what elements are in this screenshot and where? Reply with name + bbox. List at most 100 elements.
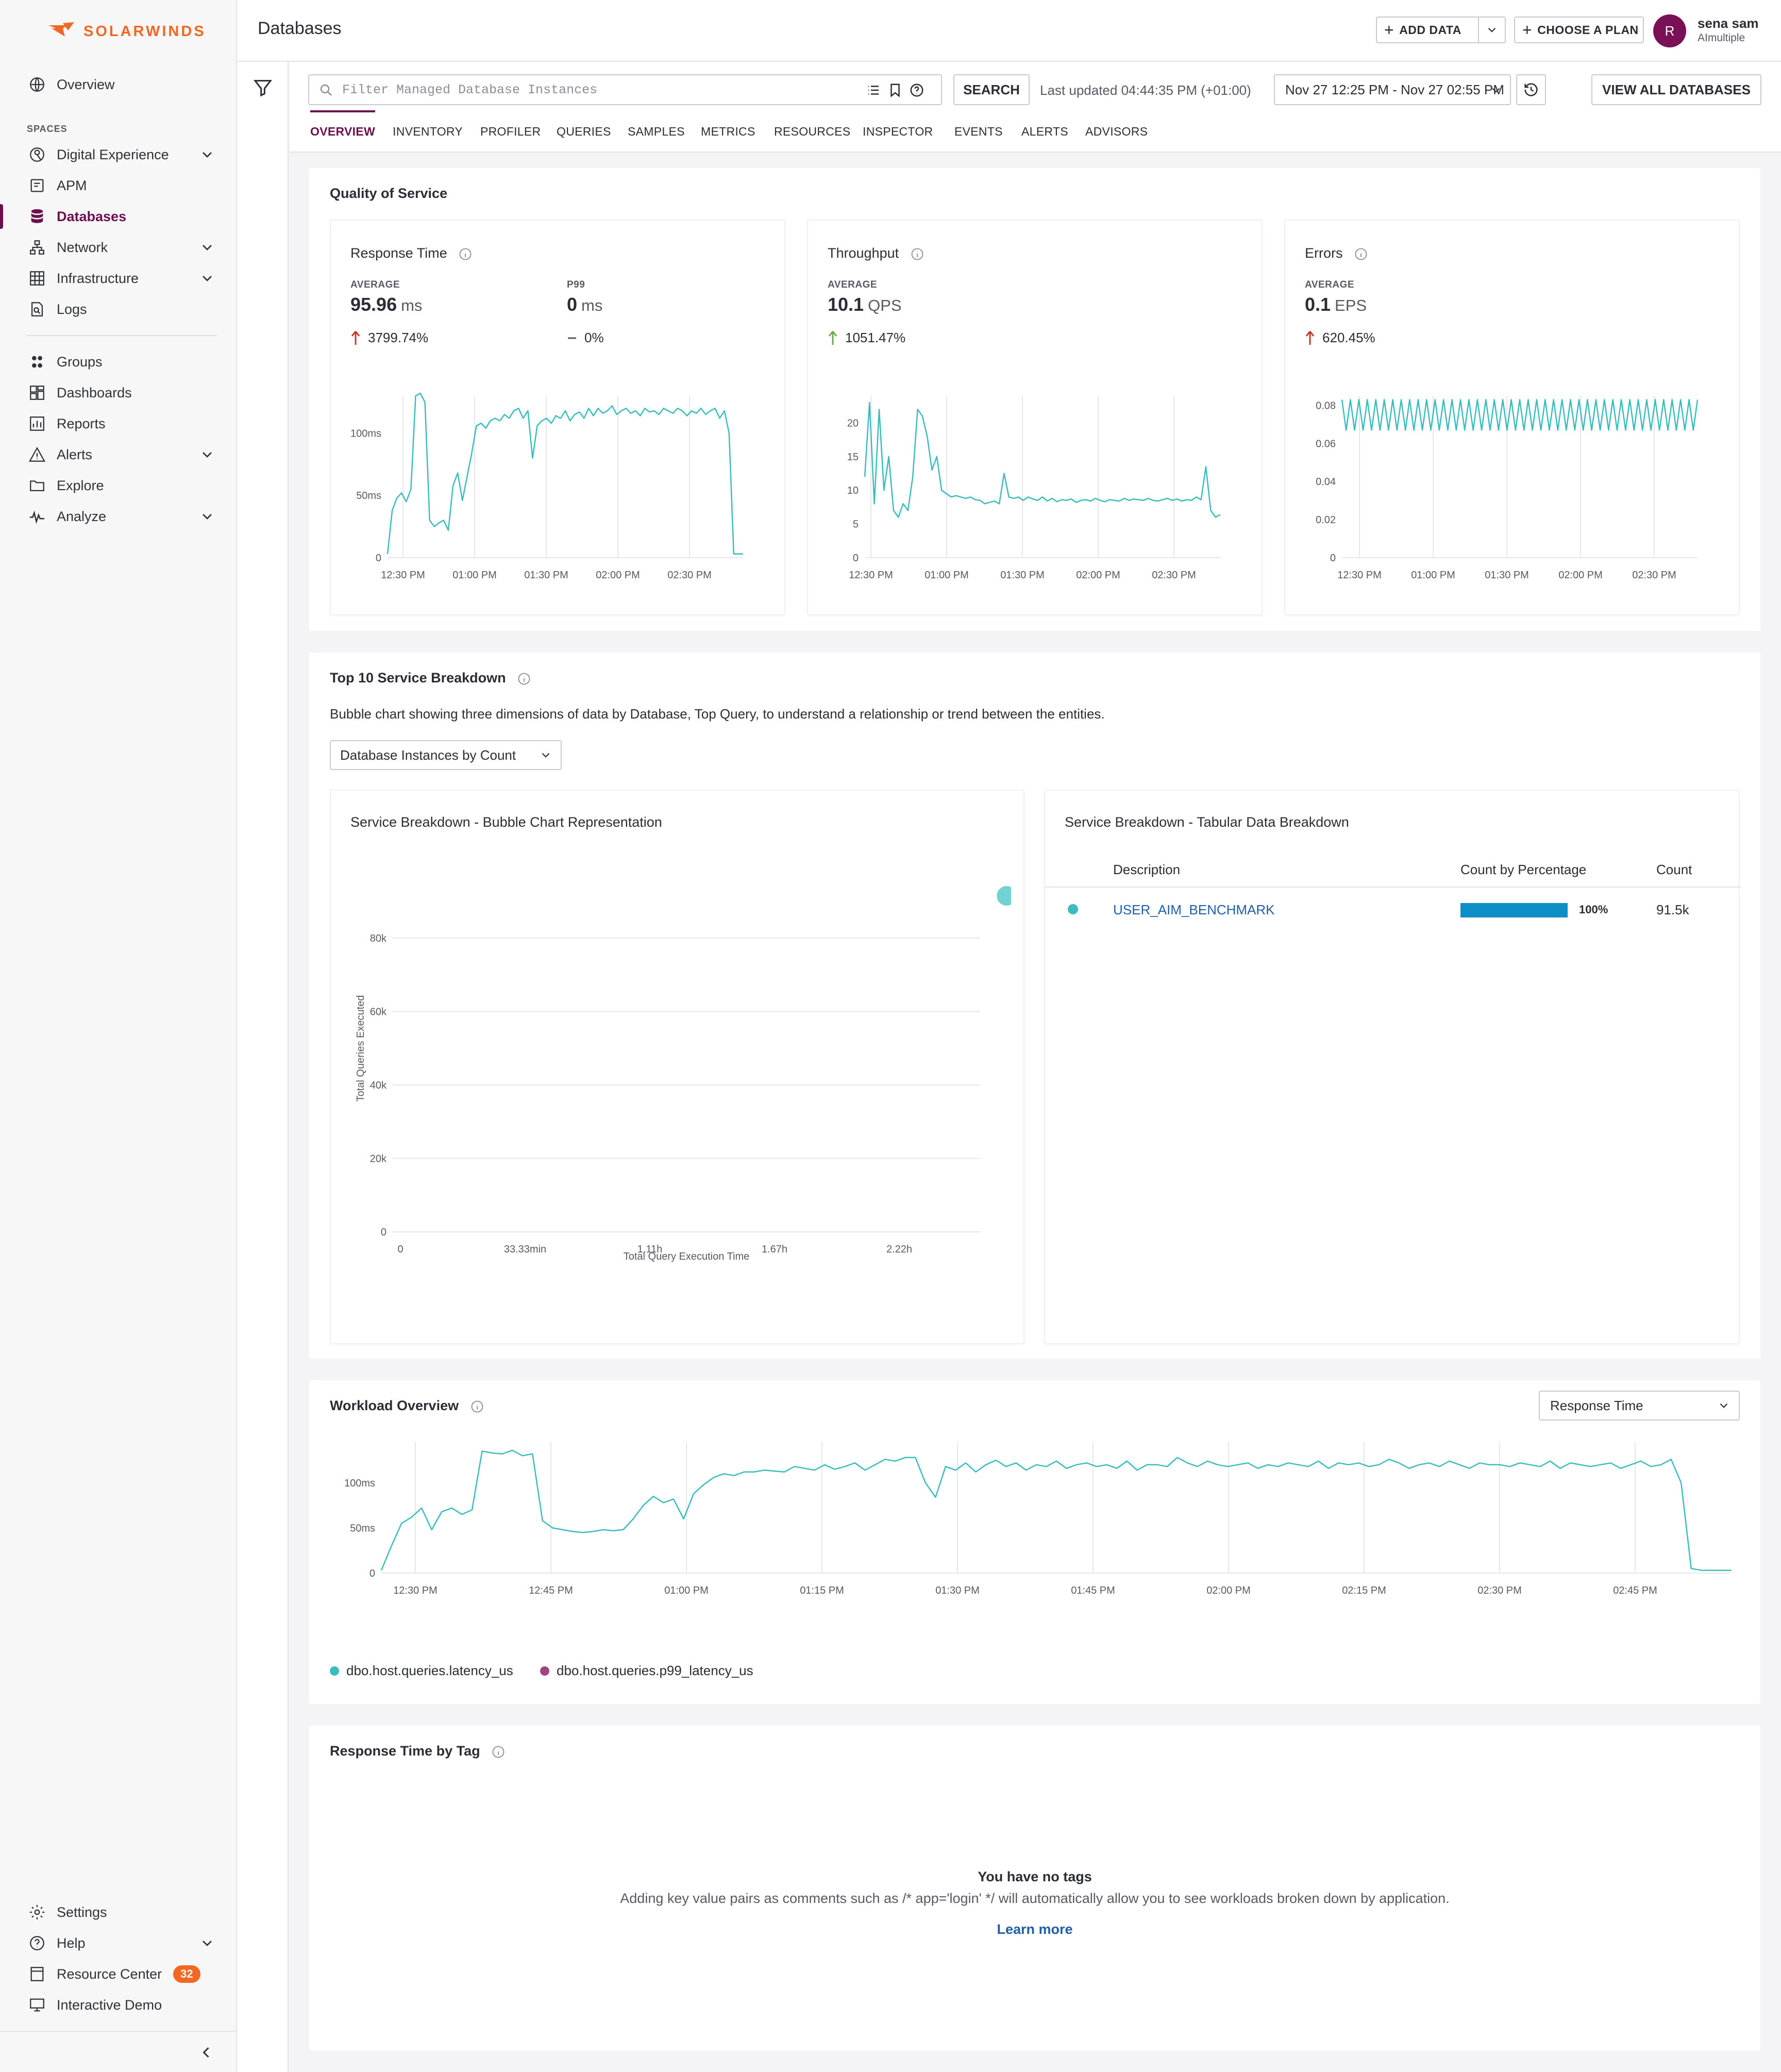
- tab-inspector[interactable]: INSPECTOR: [863, 125, 933, 138]
- sidebar-item-dashboards[interactable]: Dashboards: [0, 378, 236, 407]
- globe-icon: [27, 74, 47, 95]
- collapse-sidebar-button[interactable]: [0, 2031, 236, 2072]
- date-range-picker[interactable]: Nov 27 12:25 PM - Nov 27 02:55 PM: [1274, 74, 1511, 105]
- tab-events[interactable]: EVENTS: [954, 125, 1003, 138]
- tab-advisors[interactable]: ADVISORS: [1085, 125, 1148, 138]
- solarwinds-logo[interactable]: SOLARWINDS: [47, 19, 206, 44]
- arrow-up-icon: [351, 330, 360, 345]
- sidebar-item-resource-center[interactable]: Resource Center 32: [0, 1960, 236, 1989]
- sidebar-item-alerts[interactable]: Alerts: [0, 440, 236, 469]
- x-tick-label: 12:30 PM: [849, 570, 893, 581]
- errors-panel: Errors AVERAGE 0.1 EPS 620.45% 0 0.02 0.04 0…: [1284, 220, 1740, 615]
- reports-icon: [27, 413, 47, 434]
- table-header-count[interactable]: Count: [1656, 862, 1692, 877]
- info-icon[interactable]: [470, 1399, 484, 1414]
- sidebar-item-label: Infrastructure: [57, 270, 139, 286]
- sidebar-item-overview[interactable]: Overview: [0, 70, 236, 99]
- filter-rail: [237, 62, 289, 2072]
- info-icon[interactable]: [458, 247, 473, 261]
- filter-icon[interactable]: [253, 77, 273, 98]
- sidebar-item-digital-experience[interactable]: Digital Experience: [0, 140, 236, 169]
- spaces-section-label: SPACES: [27, 124, 68, 134]
- view-all-databases-button[interactable]: VIEW ALL DATABASES: [1591, 74, 1761, 105]
- info-icon[interactable]: [517, 672, 531, 686]
- breakdown-select[interactable]: Database Instances by Count: [330, 740, 562, 770]
- sidebar-item-settings[interactable]: Settings: [0, 1898, 236, 1927]
- sidebar-item-interactive-demo[interactable]: Interactive Demo: [0, 1991, 236, 2019]
- table-header-percentage[interactable]: Count by Percentage: [1460, 862, 1587, 877]
- info-icon[interactable]: [1354, 247, 1368, 261]
- row-description-link[interactable]: USER_AIM_BENCHMARK: [1113, 902, 1275, 917]
- series-line: [1341, 399, 1699, 431]
- y-tick-label: 0.08: [1316, 400, 1336, 411]
- sidebar: SOLARWINDS Overview SPACES Digital Exper…: [0, 0, 237, 2072]
- info-icon[interactable]: [910, 247, 925, 261]
- tab-metrics[interactable]: METRICS: [701, 125, 755, 138]
- sidebar-item-reports[interactable]: Reports: [0, 409, 236, 438]
- tab-profiler[interactable]: PROFILER: [480, 125, 541, 138]
- dash-icon: [568, 337, 576, 339]
- last-updated: Last updated 04:44:35 PM (+01:00): [1040, 82, 1251, 98]
- add-data-button[interactable]: + ADD DATA: [1376, 16, 1479, 43]
- y-tick-label: 0: [381, 1227, 387, 1238]
- search-button[interactable]: SEARCH: [953, 74, 1030, 105]
- avg-unit: QPS: [868, 296, 902, 314]
- user-name[interactable]: sena sam: [1698, 15, 1759, 31]
- y-tick-label: 0: [376, 553, 381, 564]
- sidebar-item-infrastructure[interactable]: Infrastructure: [0, 264, 236, 293]
- settings-icon: [27, 1902, 47, 1923]
- interactive-demo-icon: [27, 1995, 47, 2015]
- sidebar-item-explore[interactable]: Explore: [0, 471, 236, 500]
- digital-experience-icon: [27, 144, 47, 165]
- choose-plan-button[interactable]: + CHOOSE A PLAN: [1514, 16, 1644, 43]
- percentage-bar-fill: [1460, 903, 1568, 917]
- table-row[interactable]: USER_AIM_BENCHMARK 100% 91.5k: [1045, 889, 1741, 932]
- sidebar-item-network[interactable]: Network: [0, 233, 236, 262]
- y-tick-label: 100ms: [344, 1478, 375, 1489]
- analyze-icon: [27, 506, 47, 527]
- sidebar-item-label: Databases: [57, 208, 127, 224]
- workload-metric-select[interactable]: Response Time: [1539, 1391, 1740, 1421]
- add-data-dropdown-button[interactable]: [1478, 16, 1506, 43]
- tab-inventory[interactable]: INVENTORY: [393, 125, 463, 138]
- avg-number: 10.1: [828, 294, 864, 315]
- x-tick-label: 02:30 PM: [667, 570, 712, 581]
- sidebar-item-logs[interactable]: Logs: [0, 295, 236, 324]
- x-tick-label: 02:15 PM: [1342, 1585, 1386, 1596]
- table-header-description[interactable]: Description: [1113, 862, 1181, 877]
- tab-overview[interactable]: OVERVIEW: [310, 110, 375, 138]
- history-button[interactable]: [1516, 74, 1546, 105]
- row-color-dot: [1068, 904, 1078, 914]
- search-input[interactable]: [342, 79, 847, 100]
- list-icon[interactable]: [866, 82, 881, 98]
- avatar[interactable]: R: [1653, 14, 1686, 47]
- bookmark-icon[interactable]: [887, 82, 903, 98]
- learn-more-link[interactable]: Learn more: [997, 1921, 1073, 1937]
- p99-change: 0%: [567, 330, 604, 346]
- tab-bar: OVERVIEW INVENTORY PROFILER QUERIES SAMPLES M…: [290, 110, 1781, 153]
- avg-change: 3799.74%: [350, 330, 428, 346]
- tab-resources[interactable]: RESOURCES: [774, 125, 851, 138]
- tab-samples[interactable]: SAMPLES: [628, 125, 685, 138]
- throughput-title: Throughput: [828, 245, 925, 261]
- tab-queries[interactable]: QUERIES: [557, 125, 611, 138]
- x-tick-label: 02:00 PM: [1558, 570, 1603, 581]
- sidebar-item-help[interactable]: Help: [0, 1929, 236, 1958]
- breakdown-select-value: Database Instances by Count: [340, 747, 516, 763]
- chevron-down-icon: [1488, 27, 1496, 32]
- sidebar-item-apm[interactable]: APM: [0, 171, 236, 200]
- help-circle-icon[interactable]: [909, 82, 925, 98]
- info-icon[interactable]: [491, 1745, 506, 1759]
- sidebar-item-label: APM: [57, 177, 87, 193]
- throughput-chart: 0 5 10 15 20 12:30 PM 01:00 PM 01:30 PM 02:00 PM…: [847, 396, 1221, 581]
- sidebar-item-analyze[interactable]: Analyze: [0, 502, 236, 531]
- bubble-user-aim-benchmark: [997, 886, 1011, 906]
- solarwinds-logo-icon: [48, 22, 74, 37]
- avg-value: 10.1 QPS: [828, 294, 902, 315]
- legend-item-latency[interactable]: dbo.host.queries.latency_us: [330, 1663, 513, 1679]
- sidebar-item-databases[interactable]: Databases: [0, 202, 236, 231]
- legend-item-p99-latency[interactable]: dbo.host.queries.p99_latency_us: [540, 1663, 753, 1679]
- tab-alerts[interactable]: ALERTS: [1021, 125, 1068, 138]
- y-tick-label: 20k: [370, 1154, 387, 1165]
- sidebar-item-groups[interactable]: Groups: [0, 347, 236, 376]
